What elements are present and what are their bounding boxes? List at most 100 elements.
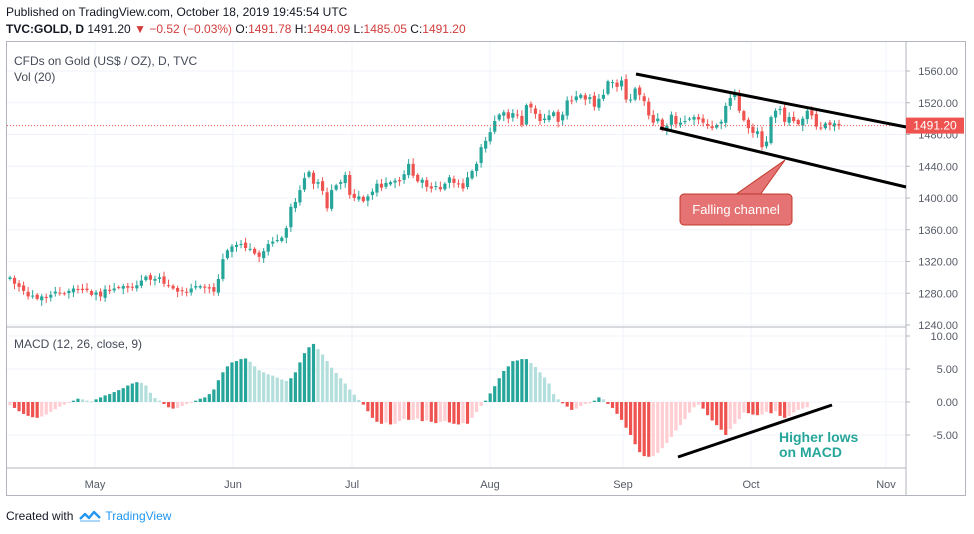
candle-body — [465, 177, 470, 188]
main-chart-title: CFDs on Gold (US$ / OZ), D, TVC — [14, 54, 197, 68]
falling-channel-callout[interactable] — [679, 193, 793, 226]
candle-body — [728, 97, 732, 106]
macd-bar — [121, 388, 125, 402]
macd-bar — [71, 400, 76, 402]
time-tick-label: Jun — [224, 479, 242, 491]
candle-body — [203, 286, 207, 288]
candle-body — [17, 283, 21, 287]
volume-indicator-label: Vol (20) — [14, 70, 55, 84]
candle-body — [619, 80, 624, 87]
candle-body — [470, 171, 474, 179]
candle-body — [230, 246, 234, 252]
macd-bar — [506, 366, 510, 402]
macd-bar — [633, 402, 637, 445]
macd-bar — [619, 402, 624, 420]
candle-body — [108, 289, 112, 291]
candle-body — [302, 178, 307, 190]
macd-bar — [597, 397, 601, 402]
candle-body — [561, 114, 565, 121]
macd-tick-label: 5.00 — [937, 364, 958, 376]
macd-bar — [352, 394, 356, 402]
candle-body — [153, 278, 157, 281]
macd-bar — [117, 390, 121, 402]
open-label: O: — [235, 22, 249, 36]
macd-bar — [388, 402, 393, 425]
candle-body — [542, 118, 547, 121]
macd-bar — [742, 402, 746, 413]
candle-body — [171, 285, 175, 289]
candle-body — [330, 190, 334, 209]
macd-bar — [8, 402, 12, 406]
candle-body — [606, 81, 610, 94]
macd-bar — [696, 402, 701, 405]
macd-bar — [515, 360, 519, 402]
candle-body — [275, 240, 279, 242]
candle-body — [221, 259, 225, 279]
candle-body — [538, 113, 542, 122]
last-price: 1491.20 — [87, 22, 131, 36]
macd-higher-lows-line[interactable] — [677, 403, 833, 459]
macd-bar — [792, 402, 796, 413]
high-label: H: — [294, 22, 307, 36]
candle-body — [239, 244, 243, 246]
channel-lower-line[interactable] — [659, 126, 907, 189]
macd-bar — [103, 395, 107, 402]
candle-body — [320, 181, 325, 191]
tradingview-brand[interactable]: TradingView — [105, 509, 172, 523]
candle-body — [755, 131, 760, 134]
macd-bar — [733, 402, 737, 424]
channel-upper-line[interactable] — [635, 72, 907, 129]
candle-body — [99, 291, 103, 297]
chart-frame[interactable] — [6, 41, 966, 496]
candle-body — [583, 95, 587, 100]
candle-body — [289, 206, 293, 228]
macd-bar — [153, 398, 157, 402]
candle-body — [574, 96, 578, 101]
candle-body — [547, 115, 551, 121]
macd-bar — [678, 402, 683, 426]
macd-bar — [624, 402, 628, 428]
footer: Created with TradingView — [6, 509, 171, 523]
macd-bar — [307, 347, 311, 402]
candle-body — [176, 288, 180, 292]
macd-bar — [302, 353, 307, 402]
candle-body — [828, 122, 832, 125]
macd-bar — [189, 402, 193, 403]
candle-body — [760, 131, 764, 148]
macd-bar — [773, 402, 778, 412]
macd-bar — [724, 402, 728, 435]
macd-bar — [203, 397, 207, 402]
candle-body — [135, 285, 139, 289]
macd-bar — [542, 377, 547, 402]
price-tick-label: 1240.00 — [918, 320, 958, 332]
candle-body — [579, 94, 583, 98]
macd-bar — [461, 402, 465, 424]
candle-body — [488, 132, 492, 142]
candle-body — [642, 96, 646, 102]
candle-body — [647, 101, 651, 116]
candle-body — [502, 112, 506, 116]
candle-body — [8, 277, 12, 279]
candle-body — [85, 288, 89, 291]
macd-bar — [610, 402, 615, 408]
macd-bar — [166, 402, 171, 408]
macd-bar — [157, 400, 162, 402]
candle-body — [651, 114, 655, 123]
candle-body — [388, 182, 393, 185]
macd-bar — [26, 402, 30, 416]
candle-body — [823, 123, 827, 129]
candle-body — [434, 186, 438, 188]
time-tick-label: May — [85, 479, 106, 491]
candle-body — [416, 174, 420, 182]
candle-body — [796, 120, 800, 125]
candle-body — [139, 280, 143, 286]
macd-bar — [570, 402, 574, 410]
candle-body — [832, 123, 837, 127]
macd-bar — [76, 398, 80, 402]
candle-body — [407, 163, 411, 176]
macd-bar — [710, 402, 714, 421]
candle-body — [243, 242, 248, 249]
candle-body — [89, 291, 94, 295]
macd-bar — [180, 402, 184, 406]
